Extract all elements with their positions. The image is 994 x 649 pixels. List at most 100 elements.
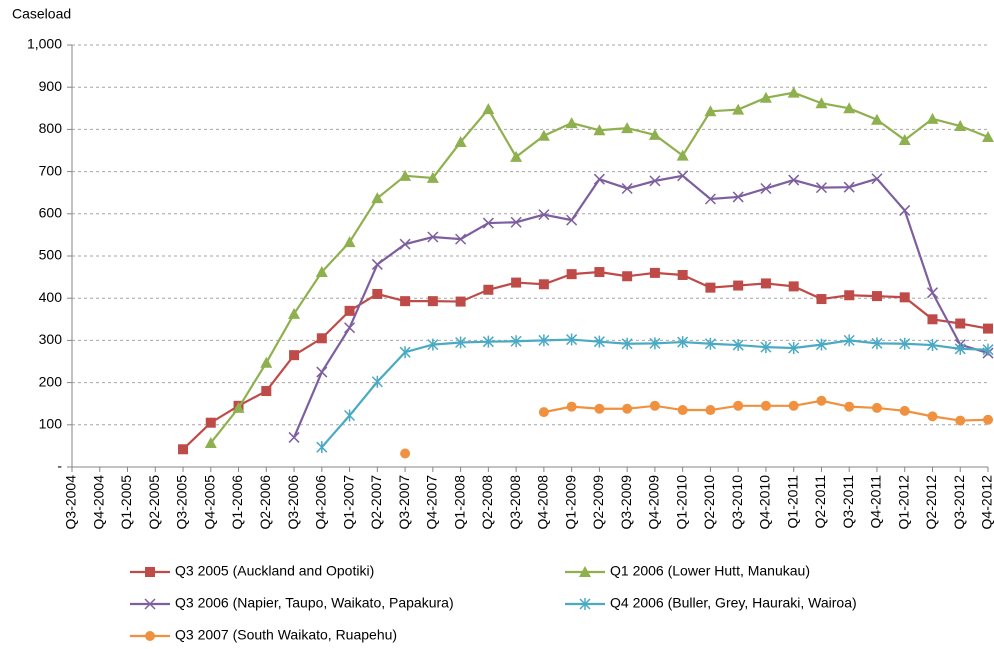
marker xyxy=(455,233,467,245)
marker xyxy=(399,169,412,181)
marker xyxy=(788,400,799,411)
marker xyxy=(926,339,939,352)
marker xyxy=(760,182,772,195)
marker xyxy=(649,400,660,411)
marker xyxy=(899,292,910,303)
x-tick-label: Q4-2009 xyxy=(646,475,662,530)
marker xyxy=(593,173,605,185)
marker xyxy=(145,567,155,577)
marker xyxy=(870,113,883,125)
x-tick-label: Q3-2008 xyxy=(507,475,523,530)
marker xyxy=(844,401,855,412)
marker xyxy=(788,174,800,186)
marker xyxy=(649,337,661,350)
marker xyxy=(316,366,328,378)
x-tick-label: Q1-2006 xyxy=(229,475,245,530)
marker xyxy=(927,411,938,422)
x-tick-label: Q2-2011 xyxy=(812,475,828,529)
marker xyxy=(955,415,966,426)
marker xyxy=(371,375,383,388)
x-tick-label: Q4-2007 xyxy=(424,475,440,530)
x-tick-label: Q1-2009 xyxy=(562,475,578,530)
marker xyxy=(649,267,660,278)
marker xyxy=(927,314,938,325)
marker xyxy=(677,336,689,349)
x-tick-label: Q1-2010 xyxy=(673,475,689,530)
marker xyxy=(760,341,772,354)
marker xyxy=(145,631,155,641)
x-tick-label: Q3-2011 xyxy=(840,475,856,529)
marker xyxy=(427,296,438,307)
marker xyxy=(955,318,966,329)
marker xyxy=(566,401,577,412)
x-tick-label: Q2-2009 xyxy=(590,475,606,530)
y-tick-label: 400 xyxy=(39,289,63,305)
marker xyxy=(205,417,216,428)
x-tick-label: Q3-2005 xyxy=(174,475,190,530)
marker xyxy=(482,335,494,348)
marker xyxy=(983,323,993,334)
y-tick-label: 800 xyxy=(39,120,63,136)
x-tick-label: Q4-2005 xyxy=(201,475,217,530)
x-tick-label: Q2-2008 xyxy=(479,475,495,530)
marker xyxy=(427,338,439,351)
legend-label: Q4 2006 (Buller, Grey, Hauraki, Wairoa) xyxy=(610,595,857,611)
marker xyxy=(178,444,189,455)
marker xyxy=(983,414,993,425)
x-tick-label: Q2-2006 xyxy=(257,475,273,530)
marker xyxy=(871,402,882,413)
marker xyxy=(816,395,827,406)
marker xyxy=(815,338,827,351)
x-tick-label: Q3-2006 xyxy=(285,475,301,530)
series xyxy=(204,86,994,448)
marker xyxy=(677,405,688,416)
x-tick-label: Q3-2004 xyxy=(63,475,79,530)
marker xyxy=(704,105,717,117)
marker xyxy=(510,335,522,348)
marker xyxy=(732,103,745,115)
marker xyxy=(565,117,578,129)
marker xyxy=(733,400,744,411)
marker xyxy=(982,130,994,142)
marker xyxy=(579,598,591,610)
marker xyxy=(621,122,634,134)
marker xyxy=(759,91,772,103)
y-tick-label: 700 xyxy=(39,162,63,178)
y-tick-label: 300 xyxy=(39,331,63,347)
marker xyxy=(843,181,855,193)
marker xyxy=(843,102,856,114)
marker xyxy=(594,267,605,278)
marker xyxy=(760,278,771,289)
marker xyxy=(622,271,633,282)
y-tick-label: 100 xyxy=(39,416,63,432)
x-tick-label: Q1-2005 xyxy=(118,475,134,530)
marker xyxy=(926,112,939,124)
marker xyxy=(954,342,966,355)
marker xyxy=(510,150,523,162)
marker xyxy=(399,346,411,359)
marker xyxy=(537,129,550,141)
marker xyxy=(677,269,688,280)
marker xyxy=(482,103,495,115)
legend-label: Q3 2007 (South Waikato, Ruapehu) xyxy=(175,627,397,643)
marker xyxy=(343,236,356,248)
marker xyxy=(455,336,467,349)
y-tick-label: 500 xyxy=(39,247,63,263)
marker xyxy=(898,133,911,145)
marker xyxy=(344,322,356,334)
marker xyxy=(676,149,689,161)
x-tick-label: Q4-2006 xyxy=(313,475,329,530)
y-tick-label: 200 xyxy=(39,373,63,389)
marker xyxy=(871,337,883,350)
marker xyxy=(899,204,911,216)
marker xyxy=(705,405,716,416)
marker xyxy=(732,191,744,203)
marker xyxy=(482,217,494,229)
marker xyxy=(288,431,300,443)
marker xyxy=(788,281,799,292)
series xyxy=(178,267,993,455)
marker xyxy=(538,279,549,290)
marker xyxy=(316,441,328,454)
x-tick-label: Q2-2005 xyxy=(146,475,162,530)
marker xyxy=(705,282,716,293)
